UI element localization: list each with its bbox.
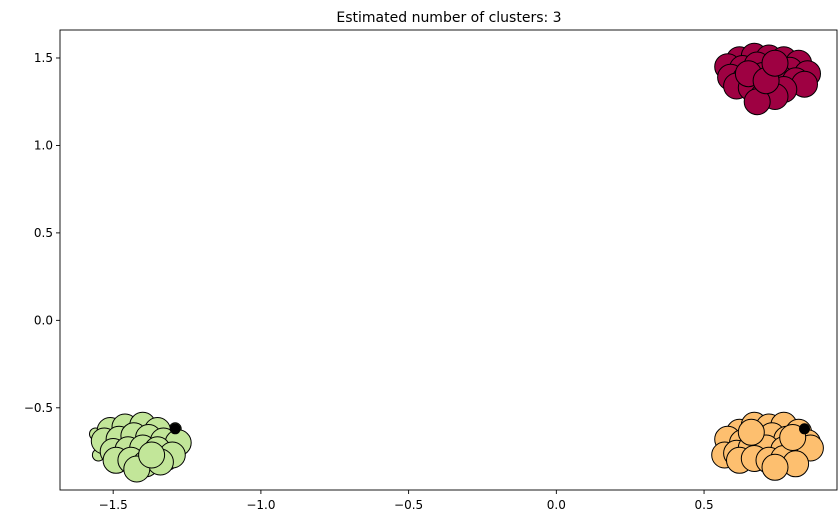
x-axis: −1.5 −1.0 −0.5 0.0 0.5 <box>99 490 714 512</box>
y-axis: −0.5 0.0 0.5 1.0 1.5 <box>24 51 60 415</box>
cluster-3-core-point <box>138 441 166 469</box>
cluster-2-core-point <box>737 418 765 446</box>
cluster-1-core-point <box>761 49 789 77</box>
x-tick-label: −0.5 <box>394 498 423 512</box>
y-tick-label: 1.0 <box>34 138 53 152</box>
x-tick-label: −1.5 <box>99 498 128 512</box>
noise-point <box>799 423 810 435</box>
x-tick-label: 0.5 <box>695 498 714 512</box>
y-tick-label: 0.0 <box>34 313 53 327</box>
y-tick-label: 0.5 <box>34 226 53 240</box>
y-tick-label: 1.5 <box>34 51 53 65</box>
y-tick-label: −0.5 <box>24 401 53 415</box>
noise-point <box>169 423 181 435</box>
x-tick-label: 0.0 <box>547 498 566 512</box>
cluster-2-core-point <box>761 453 789 481</box>
chart-title: Estimated number of clusters: 3 <box>336 10 561 26</box>
plot-frame <box>59 29 838 491</box>
x-tick-label: −1.0 <box>246 498 275 512</box>
points-layer <box>89 42 824 483</box>
cluster-2-core-point <box>779 424 807 451</box>
